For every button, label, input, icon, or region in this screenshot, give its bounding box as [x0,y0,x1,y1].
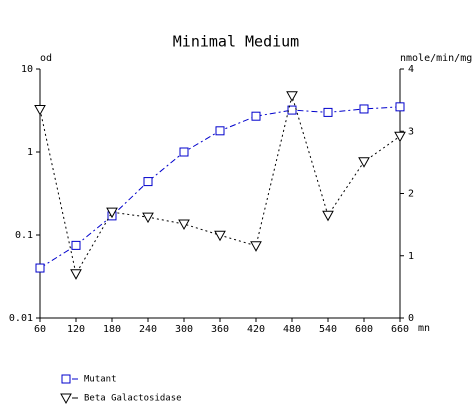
x-tick-label: 240 [139,324,157,335]
data-point [214,230,226,242]
x-tick-label: 60 [34,324,46,335]
x-tick-label: 600 [355,324,373,335]
y-axis-label: od [40,53,52,64]
y-tick-label: 0.1 [15,230,33,241]
y2-tick-label: 3 [408,126,414,137]
data-point [35,263,45,273]
data-point [179,147,189,157]
data-point [70,269,82,280]
data-point [106,207,118,219]
data-point [251,111,261,121]
x-axis-label: mn [418,323,430,334]
x-tick-label: 420 [247,324,265,335]
data-point [215,126,225,136]
chart-title: Minimal Medium [173,33,299,51]
data-point [34,104,46,116]
legend-label: Mutant [84,375,117,385]
data-point [142,212,154,224]
data-point [178,219,190,231]
x-tick-label: 180 [103,324,121,335]
y2-tick-label: 1 [408,251,414,262]
data-point [394,131,406,143]
legend-marker [60,393,72,405]
y2-tick-label: 0 [408,313,414,324]
x-tick-label: 480 [283,324,301,335]
legend-label: Beta Galactosidase [84,394,182,404]
legend-marker [61,374,71,384]
x-tick-label: 120 [67,324,85,335]
y-tick-label: 1 [27,147,33,158]
data-point [395,102,405,112]
x-tick-label: 300 [175,324,193,335]
y-tick-label: 0.01 [9,313,33,324]
y-tick-label: 10 [21,64,33,75]
data-point [286,91,298,102]
series-line [39,93,401,276]
data-point [143,177,153,187]
data-point [358,157,370,168]
x-tick-label: 540 [319,324,337,335]
y2-tick-label: 4 [408,64,414,75]
y2-tick-label: 2 [408,189,414,200]
data-point [322,210,334,222]
x-tick-label: 660 [391,324,409,335]
data-point [323,107,333,117]
data-point [359,104,369,114]
data-point [250,241,262,252]
y2-axis-label: nmole/min/mg [400,53,472,64]
x-tick-label: 360 [211,324,229,335]
data-point [71,240,81,250]
